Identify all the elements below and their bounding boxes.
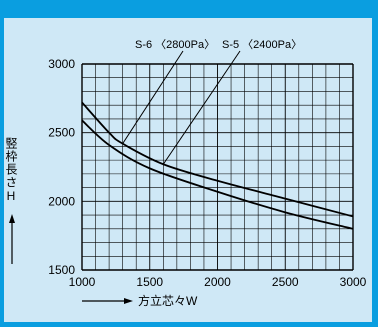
- x-tick-label: 3000: [340, 275, 367, 289]
- y-tick-label: 2000: [48, 194, 75, 208]
- x-tick-labels: 1000 1500 2000 2500 3000: [69, 275, 367, 289]
- leader-line-series-1: [122, 50, 184, 144]
- x-tick-label: 2000: [204, 275, 231, 289]
- legend-label-series-1: S-6 〈2800Pa〉: [135, 38, 215, 51]
- y-tick-label: 1500: [48, 263, 75, 277]
- y-axis-title: 竪枠長さH: [4, 137, 18, 204]
- left-border: [0, 0, 4, 327]
- legend-leader-lines: [122, 50, 241, 165]
- y-tick-label: 2500: [48, 126, 75, 140]
- x-axis-title: 方立芯々W: [138, 293, 198, 308]
- x-tick-label: 1000: [69, 275, 96, 289]
- y-axis-arrowhead: [9, 214, 15, 223]
- leader-line-series-2: [162, 50, 241, 165]
- y-tick-labels: 1500 2000 2500 3000: [48, 57, 75, 277]
- x-axis-arrowhead: [124, 298, 133, 304]
- x-tick-label: 1500: [136, 275, 163, 289]
- grid: [81, 63, 354, 271]
- y-tick-label: 3000: [48, 57, 75, 71]
- x-tick-label: 2500: [272, 275, 299, 289]
- bottom-border: [0, 322, 378, 327]
- right-border: [372, 0, 378, 327]
- series-line-2: [81, 119, 354, 230]
- legend-label-series-2: S-5 〈2400Pa〉: [222, 38, 302, 51]
- top-border: [0, 0, 378, 18]
